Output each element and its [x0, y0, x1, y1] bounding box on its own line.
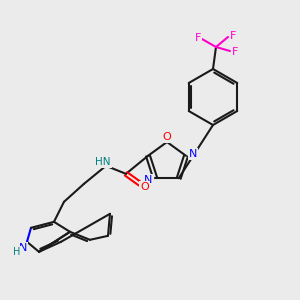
Text: O: O [141, 182, 149, 192]
Text: F: F [195, 33, 201, 43]
Text: O: O [163, 132, 171, 142]
Text: F: F [230, 31, 236, 41]
Text: N: N [144, 175, 152, 185]
Text: N: N [19, 243, 27, 253]
Text: H: H [13, 247, 21, 257]
Text: F: F [232, 47, 238, 57]
Text: N: N [189, 149, 197, 159]
Text: HN: HN [95, 157, 111, 167]
